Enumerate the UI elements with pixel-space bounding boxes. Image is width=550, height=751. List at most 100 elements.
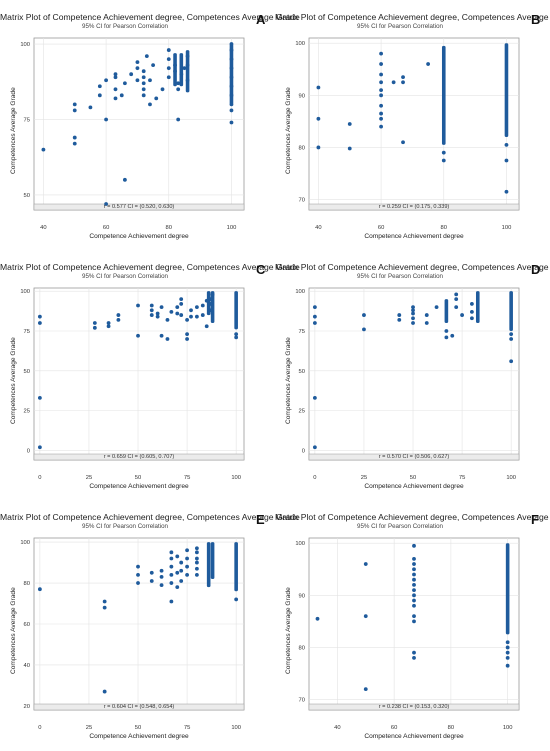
x-axis-label: Competence Achievement degree — [89, 233, 189, 240]
data-point — [412, 598, 416, 603]
stat-strip — [33, 703, 245, 711]
data-point — [379, 103, 383, 108]
x-tick-label: 40 — [334, 725, 340, 731]
scatter-panel-d: Matrix Plot of Competence Achievement de… — [275, 250, 550, 500]
chart-title: Matrix Plot of Competence Achievement de… — [275, 262, 550, 272]
x-tick-label: 100 — [503, 725, 513, 731]
data-point — [166, 57, 171, 62]
data-point — [92, 325, 97, 330]
x-axis-label: Competence Achievement degree — [89, 483, 189, 490]
data-point — [194, 546, 199, 551]
plot-frame — [308, 37, 520, 211]
data-point — [113, 87, 118, 92]
data-point — [234, 335, 239, 340]
data-point — [363, 562, 368, 566]
data-point — [185, 337, 189, 341]
data-point — [210, 292, 215, 297]
panel-label: E — [256, 512, 265, 527]
x-tick-label: 100 — [227, 225, 237, 231]
correlation-stat: r = 0.577 CI = (0.520, 0.630) — [103, 203, 175, 210]
data-point — [412, 614, 416, 619]
data-point — [176, 81, 181, 86]
data-point — [185, 332, 189, 337]
x-axis-label: Competence Achievement degree — [89, 733, 189, 740]
scatter-panel-c: Matrix Plot of Competence Achievement de… — [0, 250, 300, 500]
data-point — [141, 93, 146, 98]
y-tick-label: 80 — [299, 645, 305, 651]
x-tick-label: 25 — [86, 475, 92, 481]
y-tick-label: 100 — [20, 540, 30, 546]
data-point — [379, 72, 383, 77]
data-point — [312, 305, 317, 310]
data-point — [37, 445, 42, 450]
data-point — [129, 72, 134, 77]
data-point — [179, 568, 184, 573]
data-point — [229, 108, 234, 113]
data-point — [229, 93, 234, 98]
data-point — [116, 313, 121, 317]
panel-label: A — [256, 12, 266, 27]
data-point — [165, 317, 170, 322]
data-point — [141, 81, 146, 86]
data-point — [37, 587, 42, 592]
data-point — [72, 102, 77, 107]
data-point — [194, 566, 199, 571]
plot-frame — [33, 37, 245, 211]
data-point — [412, 650, 416, 655]
x-axis-label: Competence Achievement degree — [364, 483, 464, 490]
data-point — [185, 54, 190, 59]
data-point — [454, 292, 459, 297]
scatter-plot-area: 40 60 80 100 70 80 90 100 — [295, 537, 520, 731]
data-point — [469, 302, 474, 306]
data-point — [363, 614, 368, 619]
data-point — [424, 321, 429, 325]
data-point-column — [444, 299, 449, 324]
y-tick-label: 20 — [24, 704, 30, 710]
y-tick-label: 60 — [24, 622, 30, 628]
data-point — [312, 321, 317, 325]
data-point — [148, 78, 152, 83]
data-point — [194, 305, 199, 310]
data-point — [208, 308, 213, 313]
data-point — [113, 75, 118, 80]
panel-label: F — [531, 512, 539, 527]
data-point — [444, 335, 449, 340]
data-point — [379, 88, 383, 93]
data-point — [159, 575, 164, 579]
data-point — [97, 93, 102, 98]
data-point — [504, 189, 509, 194]
data-point — [504, 142, 509, 147]
data-point — [204, 298, 209, 303]
data-point — [397, 313, 402, 317]
chart-title: Matrix Plot of Competence Achievement de… — [0, 512, 300, 522]
data-point — [169, 309, 174, 314]
y-tick-label: 0 — [302, 448, 305, 454]
correlation-stat: r = 0.659 CI = (0.605, 0.707) — [103, 453, 175, 460]
chart-subtitle: 95% CI for Pearson Correlation — [357, 273, 443, 280]
y-tick-label: 100 — [295, 541, 305, 547]
data-point-column — [504, 43, 509, 138]
scatter-plot-area: 40 60 80 100 50 75 100 — [20, 37, 245, 231]
data-point — [141, 87, 146, 92]
data-point — [173, 69, 177, 74]
chart-subtitle: 95% CI for Pearson Correlation — [82, 523, 168, 530]
data-point — [185, 63, 190, 68]
data-point — [505, 640, 510, 645]
data-point — [173, 63, 177, 68]
data-point — [169, 564, 174, 569]
chart-title: Matrix Plot of Competence Achievement de… — [275, 512, 550, 522]
data-point — [412, 577, 416, 582]
data-point-column — [475, 291, 480, 324]
data-point — [113, 72, 118, 77]
y-axis-label: Competences Average Grade — [10, 87, 17, 174]
data-point — [179, 302, 184, 306]
data-point — [92, 321, 97, 325]
data-point — [179, 72, 184, 77]
x-tick-label: 60 — [391, 725, 397, 731]
scatter-plot-area: 0 25 50 75 100 0 25 50 75 100 — [295, 287, 520, 481]
data-point — [509, 359, 514, 364]
data-point — [116, 317, 121, 322]
data-point — [194, 560, 199, 565]
data-point — [122, 81, 127, 86]
data-point — [185, 78, 190, 83]
